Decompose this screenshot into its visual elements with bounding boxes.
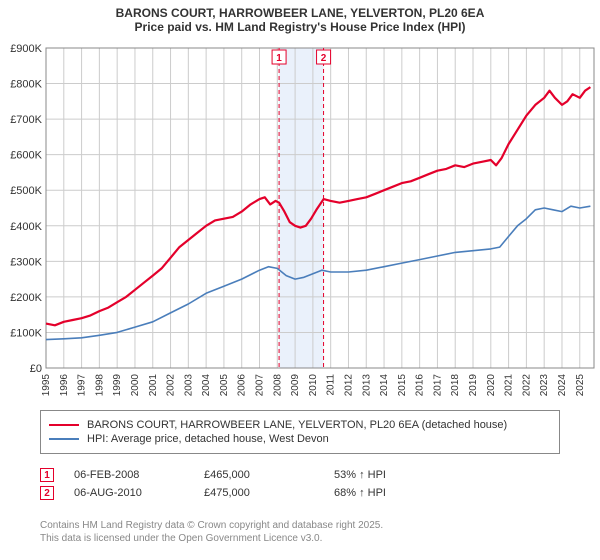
x-tick-label: 1995 <box>41 374 52 397</box>
title-block: BARONS COURT, HARROWBEER LANE, YELVERTON… <box>0 0 600 34</box>
y-tick-label: £700K <box>10 114 42 126</box>
x-tick-label: 2017 <box>432 374 443 397</box>
x-tick-label: 2023 <box>539 374 550 397</box>
title-subtitle: Price paid vs. HM Land Registry's House … <box>0 20 600 34</box>
x-tick-label: 2011 <box>326 374 337 396</box>
x-tick-label: 2007 <box>255 374 266 397</box>
x-tick-label: 2010 <box>308 374 319 397</box>
x-tick-label: 2025 <box>575 374 586 397</box>
x-tick-label: 2016 <box>415 374 426 397</box>
x-tick-label: 1999 <box>112 374 123 397</box>
sale-marker-icon: 1 <box>40 468 54 482</box>
x-tick-label: 2006 <box>237 374 248 397</box>
y-tick-label: £800K <box>10 79 42 91</box>
y-tick-label: £900K <box>10 43 42 55</box>
chart-svg: 1 2 £0 £100K £200K £300K £400K £500K £600K £700K £… <box>0 42 600 402</box>
legend-swatch <box>49 438 79 440</box>
sale-date: 06-FEB-2008 <box>74 469 204 481</box>
sale-price: £475,000 <box>204 487 334 499</box>
y-tick-label: £500K <box>10 185 42 197</box>
sale-price: £465,000 <box>204 469 334 481</box>
sale-row: 1 06-FEB-2008£465,00053% ↑ HPI <box>40 468 560 482</box>
title-address: BARONS COURT, HARROWBEER LANE, YELVERTON… <box>0 6 600 20</box>
x-tick-label: 2000 <box>130 374 141 397</box>
x-tick-label: 2014 <box>379 374 390 397</box>
y-tick-label: £400K <box>10 221 42 233</box>
x-tick-label: 2002 <box>166 374 177 397</box>
x-tick-label: 2024 <box>557 374 568 397</box>
x-tick-label: 2012 <box>343 374 354 397</box>
y-tick-label: £200K <box>10 292 42 304</box>
footnote-line2: This data is licensed under the Open Gov… <box>40 533 383 546</box>
sale-vs-hpi: 53% ↑ HPI <box>334 469 464 481</box>
sale-row: 2 06-AUG-2010£475,00068% ↑ HPI <box>40 486 560 500</box>
legend-row: BARONS COURT, HARROWBEER LANE, YELVERTON… <box>49 419 551 431</box>
x-tick-label: 1998 <box>94 374 105 397</box>
x-tick-label: 2021 <box>504 374 515 397</box>
sale-marker-icon: 2 <box>40 486 54 500</box>
x-tick-label: 2009 <box>290 374 301 397</box>
y-tick-label: £300K <box>10 256 42 268</box>
x-tick-label: 1996 <box>59 374 70 397</box>
x-tick-label: 2004 <box>201 374 212 397</box>
legend-label: HPI: Average price, detached house, West… <box>87 433 329 445</box>
legend-box: BARONS COURT, HARROWBEER LANE, YELVERTON… <box>40 410 560 454</box>
y-tick-label: £0 <box>30 363 42 375</box>
legend-swatch <box>49 424 79 426</box>
chart-container: BARONS COURT, HARROWBEER LANE, YELVERTON… <box>0 0 600 560</box>
sale-marker-id: 1 <box>276 53 282 64</box>
x-tick-label: 2018 <box>450 374 461 397</box>
y-tick-label: £100K <box>10 327 42 339</box>
x-tick-label: 1997 <box>77 374 88 397</box>
x-tick-label: 2003 <box>183 374 194 397</box>
x-tick-label: 2008 <box>272 374 283 397</box>
x-tick-label: 2015 <box>397 374 408 397</box>
x-tick-label: 2020 <box>486 374 497 397</box>
chart-area: 1 2 £0 £100K £200K £300K £400K £500K £600K £700K £… <box>0 42 600 402</box>
legend-label: BARONS COURT, HARROWBEER LANE, YELVERTON… <box>87 419 507 431</box>
x-tick-label: 2019 <box>468 374 479 397</box>
x-tick-label: 2013 <box>361 374 372 397</box>
sales-block: 1 06-FEB-2008£465,00053% ↑ HPI 2 06-AUG-201… <box>40 464 560 504</box>
x-tick-label: 2001 <box>148 374 159 397</box>
x-tick-label: 2022 <box>521 374 532 397</box>
y-tick-label: £600K <box>10 150 42 162</box>
sale-date: 06-AUG-2010 <box>74 487 204 499</box>
x-tick-label: 2005 <box>219 374 230 397</box>
sale-vs-hpi: 68% ↑ HPI <box>334 487 464 499</box>
legend-row: HPI: Average price, detached house, West… <box>49 433 551 445</box>
sale-marker-id: 2 <box>321 53 327 64</box>
footnote-line1: Contains HM Land Registry data © Crown c… <box>40 520 383 533</box>
footnote: Contains HM Land Registry data © Crown c… <box>40 520 383 545</box>
